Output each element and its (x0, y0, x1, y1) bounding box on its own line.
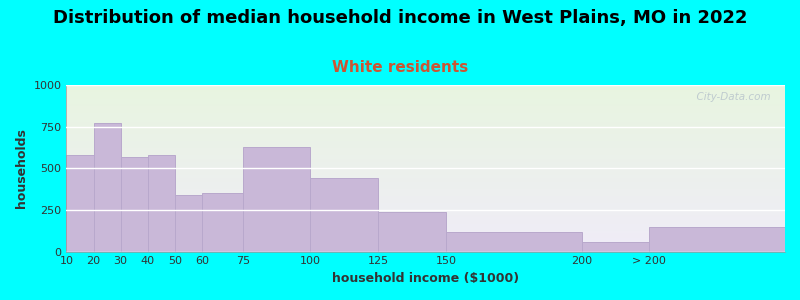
Bar (66, 155, 94, 252)
Bar (148, 155, 175, 252)
Bar (242, 147, 310, 252)
Bar (121, 157, 148, 252)
Y-axis label: households: households (15, 128, 28, 208)
X-axis label: household income ($1000): household income ($1000) (332, 272, 519, 285)
Bar (310, 178, 378, 252)
Bar (582, 242, 650, 252)
Bar (650, 226, 785, 252)
Text: Distribution of median household income in West Plains, MO in 2022: Distribution of median household income … (53, 9, 747, 27)
Bar (446, 232, 582, 252)
Bar (378, 212, 446, 252)
Bar (202, 193, 242, 252)
Text: City-Data.com: City-Data.com (690, 92, 770, 102)
Bar (94, 123, 121, 252)
Text: White residents: White residents (332, 60, 468, 75)
Bar (175, 195, 202, 252)
